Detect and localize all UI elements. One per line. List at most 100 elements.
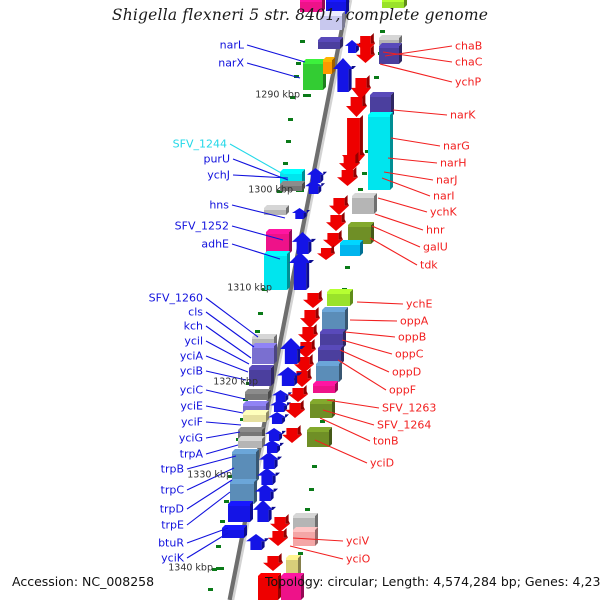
gene-label-oppB[interactable]: oppB [398, 330, 427, 344]
gene-feature[interactable] [243, 410, 269, 422]
gene-feature[interactable] [300, 307, 320, 328]
gene-label-SFV_1260[interactable]: SFV_1260 [148, 291, 203, 305]
gene-label-oppF[interactable]: oppF [389, 383, 417, 397]
gene-feature[interactable] [323, 57, 335, 74]
gene-label-trpC[interactable]: trpC [160, 483, 185, 497]
gene-feature[interactable] [228, 501, 253, 522]
gene-label-oppA[interactable]: oppA [400, 314, 429, 328]
gene-label-btuR[interactable]: btuR [158, 536, 184, 550]
gene-feature[interactable] [272, 390, 292, 402]
gene-feature[interactable] [280, 338, 305, 364]
gene-label-trpB[interactable]: trpB [160, 462, 184, 476]
gene-label-yciK[interactable]: yciK [161, 551, 184, 565]
gene-label-chaB[interactable]: chaB [455, 39, 483, 53]
gene-feature[interactable] [268, 528, 288, 546]
gene-feature[interactable] [323, 230, 343, 248]
gene-feature[interactable] [259, 452, 282, 469]
gene-feature[interactable] [307, 168, 327, 183]
gene-feature[interactable] [340, 240, 363, 256]
gene-feature[interactable] [249, 365, 274, 386]
gene-feature[interactable] [253, 500, 276, 522]
gene-label-narK[interactable]: narK [450, 108, 476, 122]
gene-feature[interactable] [265, 428, 286, 441]
gene-feature[interactable] [368, 112, 393, 190]
gene-feature[interactable] [316, 361, 342, 382]
gene-feature[interactable] [310, 399, 335, 418]
gene-label-narI[interactable]: narI [433, 189, 455, 203]
gene-feature[interactable] [337, 167, 358, 186]
gene-feature[interactable] [257, 468, 280, 485]
gene-feature[interactable] [379, 35, 402, 45]
gene-label-ychE[interactable]: ychE [406, 297, 433, 311]
gene-feature[interactable] [245, 389, 271, 400]
gene-label-yciO[interactable]: yciO [346, 552, 371, 566]
gene-feature[interactable] [263, 440, 284, 453]
gene-feature[interactable] [230, 479, 257, 504]
gene-label-yciA[interactable]: yciA [179, 349, 203, 363]
gene-feature[interactable] [345, 40, 362, 53]
gene-feature[interactable] [292, 232, 316, 254]
gene-label-SFV_1264[interactable]: SFV_1264 [377, 418, 432, 432]
gene-feature[interactable] [238, 436, 265, 448]
gene-label-ycil[interactable]: ycil [184, 334, 203, 348]
gene-feature[interactable] [329, 195, 349, 215]
gene-label-SFV_1252[interactable]: SFV_1252 [174, 219, 229, 233]
gene-label-narX[interactable]: narX [218, 56, 244, 70]
gene-feature[interactable] [313, 381, 338, 393]
gene-feature[interactable] [246, 534, 269, 550]
gene-feature[interactable] [232, 449, 259, 482]
gene-feature[interactable] [346, 94, 367, 117]
gene-label-SFV_1263[interactable]: SFV_1263 [382, 401, 437, 415]
gene-feature[interactable] [318, 345, 344, 364]
gene-feature[interactable] [370, 92, 394, 117]
gene-label-trpD[interactable]: trpD [159, 502, 184, 516]
gene-feature[interactable] [356, 33, 375, 53]
gene-feature[interactable] [333, 58, 356, 92]
gene-label-adhE[interactable]: adhE [201, 237, 229, 251]
gene-feature[interactable] [303, 290, 323, 308]
gene-label-oppD[interactable]: oppD [392, 365, 422, 379]
gene-feature[interactable] [252, 343, 277, 364]
gene-label-cls[interactable]: cls [188, 305, 203, 319]
gene-feature[interactable] [382, 0, 407, 8]
gene-feature[interactable] [352, 193, 377, 214]
gene-label-yciF[interactable]: yciF [181, 415, 203, 429]
gene-feature[interactable] [270, 514, 290, 532]
gene-feature[interactable] [293, 527, 318, 546]
gene-feature-group[interactable] [222, 0, 407, 600]
gene-feature[interactable] [322, 307, 348, 332]
gene-feature[interactable] [222, 525, 247, 538]
gene-feature[interactable] [300, 0, 325, 12]
gene-feature[interactable] [356, 45, 375, 63]
gene-feature[interactable] [264, 251, 290, 290]
gene-feature[interactable] [351, 75, 371, 100]
gene-feature[interactable] [281, 573, 304, 600]
gene-feature[interactable] [288, 385, 308, 402]
gene-label-narG[interactable]: narG [443, 139, 470, 153]
gene-label-narJ[interactable]: narJ [436, 173, 458, 187]
gene-label-ychJ[interactable]: ychJ [207, 168, 230, 182]
gene-feature[interactable] [285, 400, 305, 418]
gene-label-hnr[interactable]: hnr [426, 223, 445, 237]
gene-feature[interactable] [305, 180, 325, 194]
gene-label-trpA[interactable]: trpA [179, 447, 203, 461]
gene-feature[interactable] [266, 229, 292, 254]
gene-label-ychK[interactable]: ychK [430, 205, 457, 219]
gene-label-kch[interactable]: kch [183, 319, 203, 333]
gene-label-hns[interactable]: hns [209, 198, 229, 212]
gene-feature[interactable] [317, 245, 335, 260]
gene-feature[interactable] [264, 205, 289, 215]
gene-label-yciV[interactable]: yciV [346, 534, 370, 548]
gene-feature[interactable] [282, 425, 302, 443]
gene-label-narH[interactable]: narH [440, 156, 467, 170]
gene-label-yciE[interactable]: yciE [180, 399, 203, 413]
gene-feature[interactable] [280, 181, 305, 191]
gene-feature[interactable] [292, 208, 310, 219]
gene-feature[interactable] [277, 367, 302, 386]
gene-feature[interactable] [298, 324, 318, 343]
gene-feature[interactable] [326, 0, 349, 14]
gene-feature[interactable] [303, 59, 326, 90]
gene-feature[interactable] [339, 152, 360, 173]
gene-feature[interactable] [270, 400, 291, 412]
gene-feature[interactable] [326, 212, 346, 231]
